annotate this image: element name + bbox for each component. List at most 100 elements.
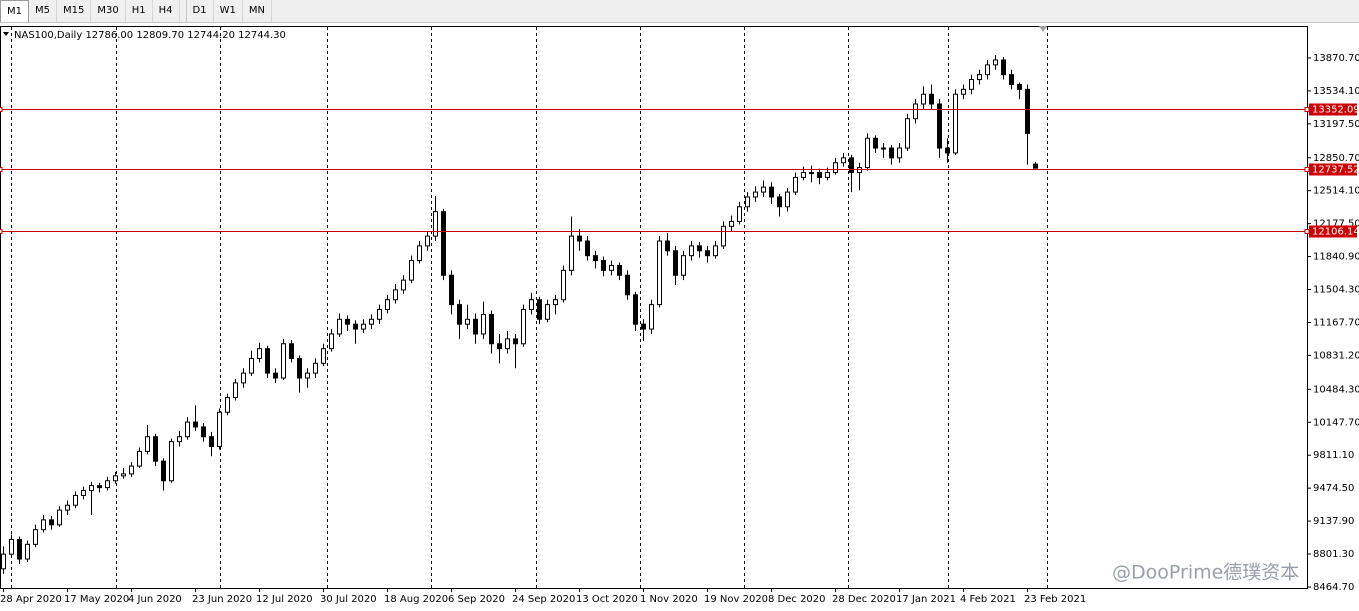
candle-body (849, 157, 854, 174)
timeframe-button[interactable]: MN (243, 0, 272, 22)
candle-body (209, 436, 214, 448)
candle-body (953, 93, 958, 154)
candle-body (545, 304, 550, 320)
candle-body (217, 411, 222, 448)
candle-body (961, 88, 966, 95)
y-tick-label: 11840.90 (1313, 252, 1359, 263)
candle-body (145, 436, 150, 452)
candle-body (801, 172, 806, 178)
header-value: 12809.70 (136, 30, 184, 41)
candle-body (505, 338, 510, 350)
chart: NAS100,Daily 12786.00 12809.70 12744.20 … (0, 26, 1359, 605)
candle-body (921, 93, 926, 105)
candle-body (673, 250, 678, 276)
candle-body (833, 162, 838, 174)
candle-body (913, 103, 918, 120)
level-label-box (1309, 103, 1357, 116)
x-tick-label: 19 Nov 2020 (704, 594, 768, 605)
symbol-header: NAS100,Daily 12786.00 12809.70 12744.20 … (14, 30, 286, 41)
y-tick-label: 13534.10 (1313, 86, 1359, 97)
candle-body (857, 167, 862, 174)
level-label: 12737.52 (1312, 165, 1359, 176)
timeframe-button[interactable]: H4 (153, 0, 180, 22)
y-tick-label: 12514.10 (1313, 186, 1359, 197)
candle-body (257, 348, 262, 359)
y-tick-label: 9474.50 (1313, 483, 1354, 494)
y-tick-label: 11167.70 (1313, 317, 1359, 328)
candle-body (337, 318, 342, 335)
candle-body (745, 196, 750, 208)
candle-body (785, 191, 790, 208)
candle-body (353, 323, 358, 330)
candle-body (49, 519, 54, 526)
candle-body (377, 309, 382, 320)
x-tick-label: 6 Sep 2020 (448, 594, 505, 605)
timeframe-button[interactable]: M30 (91, 0, 126, 22)
candle-body (641, 323, 646, 330)
candle-body (225, 397, 230, 413)
x-tick-label: 18 Aug 2020 (384, 594, 448, 605)
candle-body (449, 274, 454, 306)
timeframe-button[interactable]: M15 (57, 0, 92, 22)
timeframe-button[interactable]: D1 (187, 0, 214, 22)
candle-body (1, 553, 6, 570)
timeframe-button[interactable]: M5 (29, 0, 57, 22)
timeframe-button[interactable]: W1 (214, 0, 243, 22)
candle-body (409, 260, 414, 281)
level-handle (0, 167, 3, 172)
candle-body (729, 220, 734, 227)
candle-body (313, 362, 318, 374)
candle-body (105, 480, 110, 489)
candle-body (97, 485, 102, 489)
candle-body (809, 172, 814, 175)
candle-body (305, 372, 310, 379)
level-handle (0, 107, 3, 112)
candle-body (593, 255, 598, 262)
candle-body (185, 421, 190, 438)
candle-body (121, 473, 126, 477)
candle-body (865, 137, 870, 169)
candle-body (129, 465, 134, 475)
x-tick-label: 17 Jan 2021 (896, 594, 956, 605)
candle-body (65, 504, 70, 511)
candle-body (417, 245, 422, 262)
candle-body (513, 338, 518, 345)
candle-body (897, 147, 902, 159)
candle-body (737, 206, 742, 222)
level-handle (0, 229, 3, 234)
candle-body (617, 264, 622, 276)
timeframe-button[interactable]: M1 (0, 0, 29, 22)
y-tick-label: 9137.90 (1313, 516, 1354, 527)
timeframe-button[interactable]: H1 (126, 0, 153, 22)
candle-body (153, 436, 158, 462)
candle-body (425, 235, 430, 247)
candle-body (937, 103, 942, 149)
y-tick-label: 13197.50 (1313, 119, 1359, 130)
candle-body (889, 147, 894, 159)
candle-body (569, 235, 574, 271)
candle-body (929, 93, 934, 105)
header-value: 12786.00 (85, 30, 133, 41)
candle-body (73, 494, 78, 506)
candle-body (817, 172, 822, 178)
candle-body (905, 118, 910, 149)
y-tick-label: 12850.70 (1313, 153, 1359, 164)
candle-body (1017, 83, 1022, 90)
candle-body (345, 318, 350, 325)
y-tick-label: 9811.10 (1313, 450, 1354, 461)
level-label: 13352.09 (1312, 105, 1359, 116)
candle-body (265, 348, 270, 374)
candle-body (777, 196, 782, 208)
candle-body (161, 460, 166, 482)
candle-body (689, 245, 694, 257)
symbol-menu-arrow (3, 32, 9, 36)
candle-body (1025, 88, 1030, 134)
x-tick-label: 23 Feb 2021 (1024, 594, 1086, 605)
candle-body (1033, 163, 1038, 169)
candle-body (497, 343, 502, 350)
level-label-box (1309, 163, 1357, 176)
x-tick-label: 8 Dec 2020 (768, 594, 826, 605)
candle-body (521, 309, 526, 345)
candle-body (433, 211, 438, 237)
candle-body (369, 318, 374, 325)
